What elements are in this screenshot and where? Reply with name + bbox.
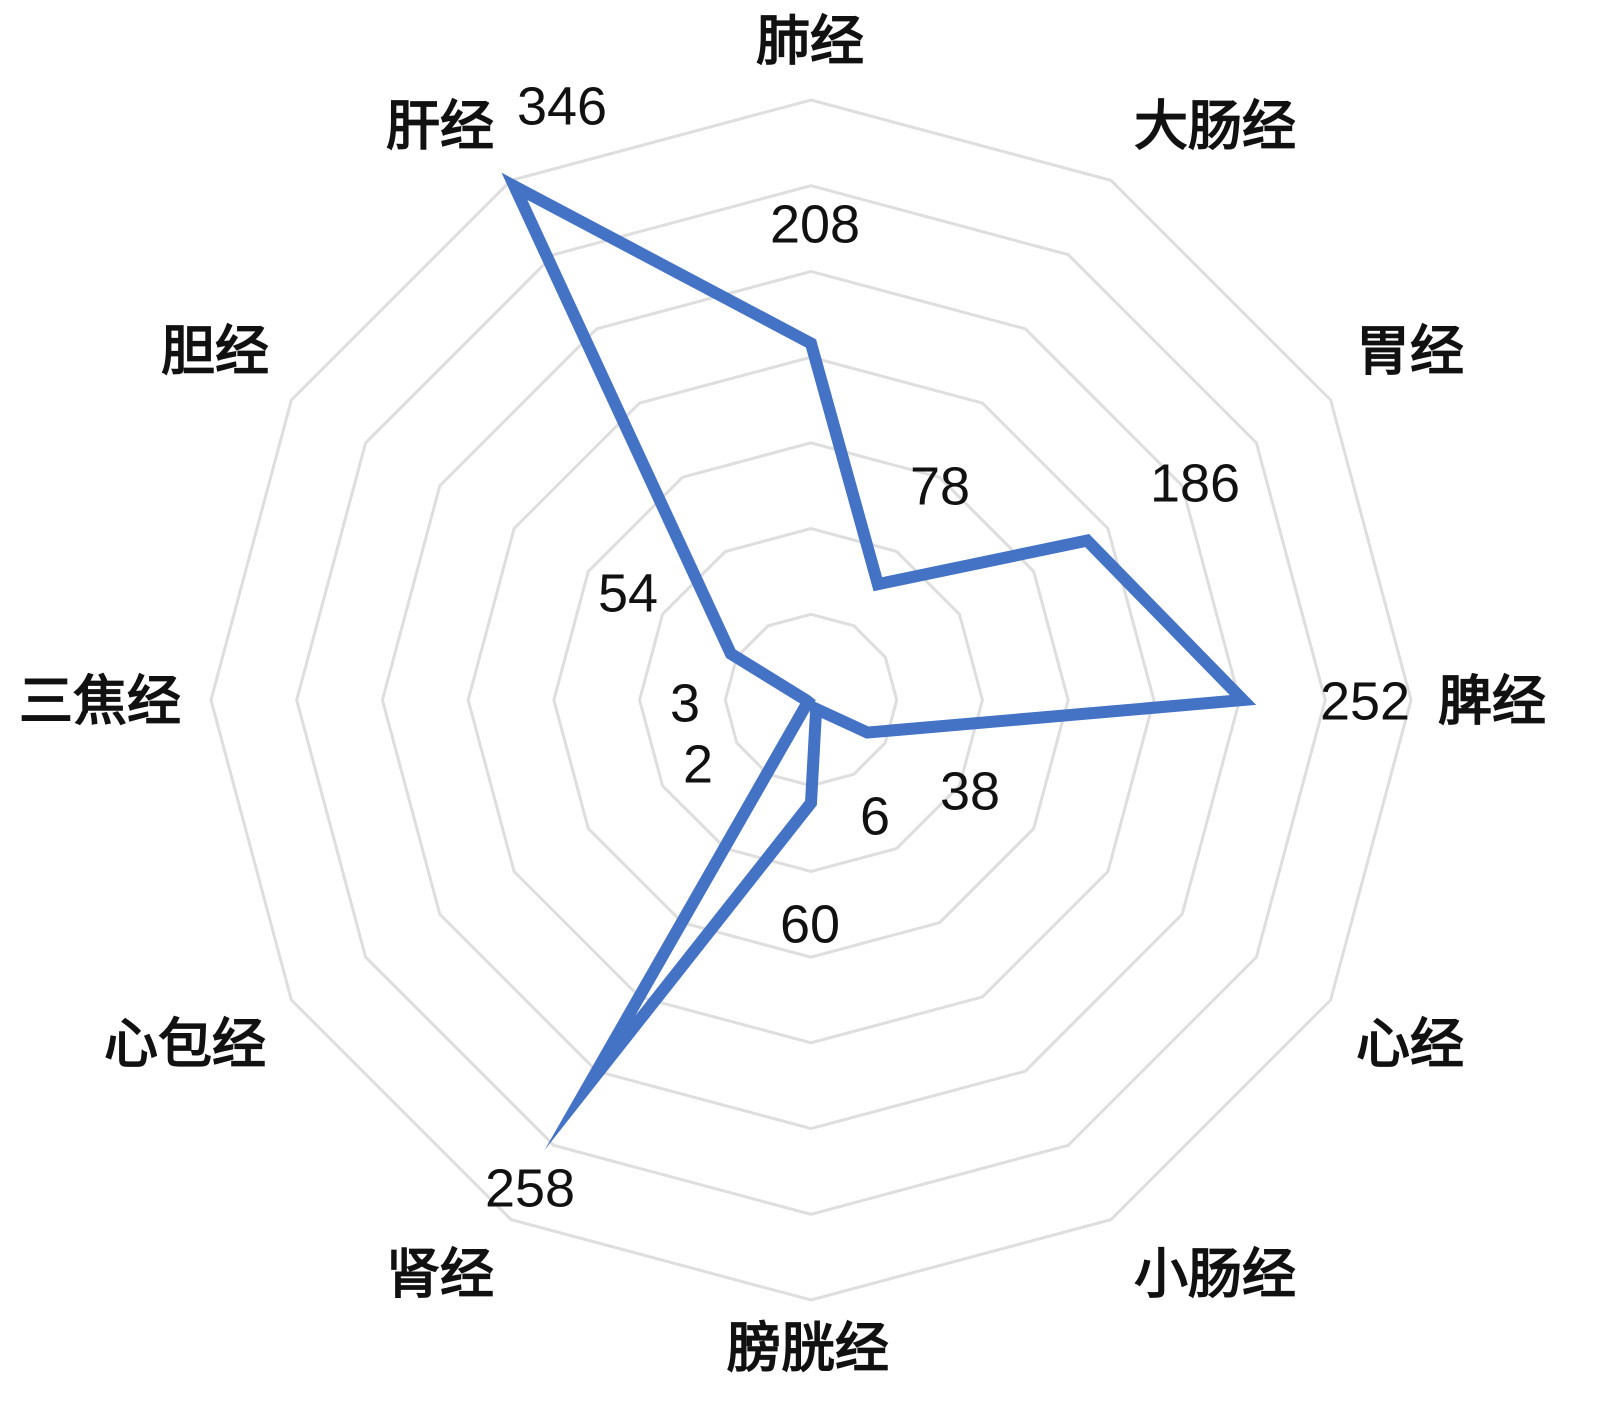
data-label: 38 — [940, 761, 1000, 821]
data-label: 3 — [670, 673, 700, 733]
axis-label: 大肠经 — [1134, 95, 1296, 158]
data-point-2 — [1086, 539, 1089, 542]
grid-ring — [552, 441, 1070, 959]
data-point-9 — [804, 699, 807, 701]
axis-label: 心经 — [1356, 1013, 1464, 1076]
data-label: 2 — [683, 734, 713, 794]
data-label: 186 — [1150, 453, 1240, 513]
data-label: 346 — [517, 76, 607, 136]
axis-label: 小肠经 — [1134, 1243, 1296, 1306]
axis-label: 胆经 — [161, 320, 269, 383]
data-point-7 — [588, 1082, 591, 1085]
data-label: 54 — [598, 563, 658, 623]
data-point-5 — [815, 707, 818, 710]
axis-label: 胃经 — [1356, 320, 1464, 383]
axis-label: 三焦经 — [19, 670, 181, 733]
data-point-3 — [1242, 699, 1244, 701]
axis-label: 肺经 — [756, 10, 864, 73]
data-point-6 — [810, 801, 812, 804]
data-label: 252 — [1320, 671, 1410, 731]
grid-ring — [295, 184, 1327, 1216]
data-label: 60 — [780, 894, 840, 954]
data-point-0 — [810, 342, 812, 345]
data-point-10 — [729, 652, 732, 655]
data-point-11 — [513, 185, 516, 188]
data-label: 208 — [770, 194, 860, 254]
data-label: 78 — [910, 456, 970, 516]
data-point-1 — [876, 583, 879, 586]
data-point-8 — [807, 700, 810, 703]
data-label: 6 — [860, 786, 890, 846]
data-label: 258 — [485, 1158, 575, 1218]
grid-ring — [466, 355, 1156, 1045]
data-point-4 — [866, 731, 869, 734]
axis-label: 心包经 — [104, 1013, 266, 1076]
axis-label: 膀胱经 — [727, 1317, 889, 1380]
grid-ring — [380, 269, 1242, 1131]
axis-label: 肾经 — [386, 1243, 494, 1306]
grid-ring — [638, 527, 984, 873]
axis-label: 肝经 — [386, 95, 494, 158]
axis-label: 脾经 — [1438, 670, 1546, 733]
grid-ring — [209, 98, 1413, 1302]
